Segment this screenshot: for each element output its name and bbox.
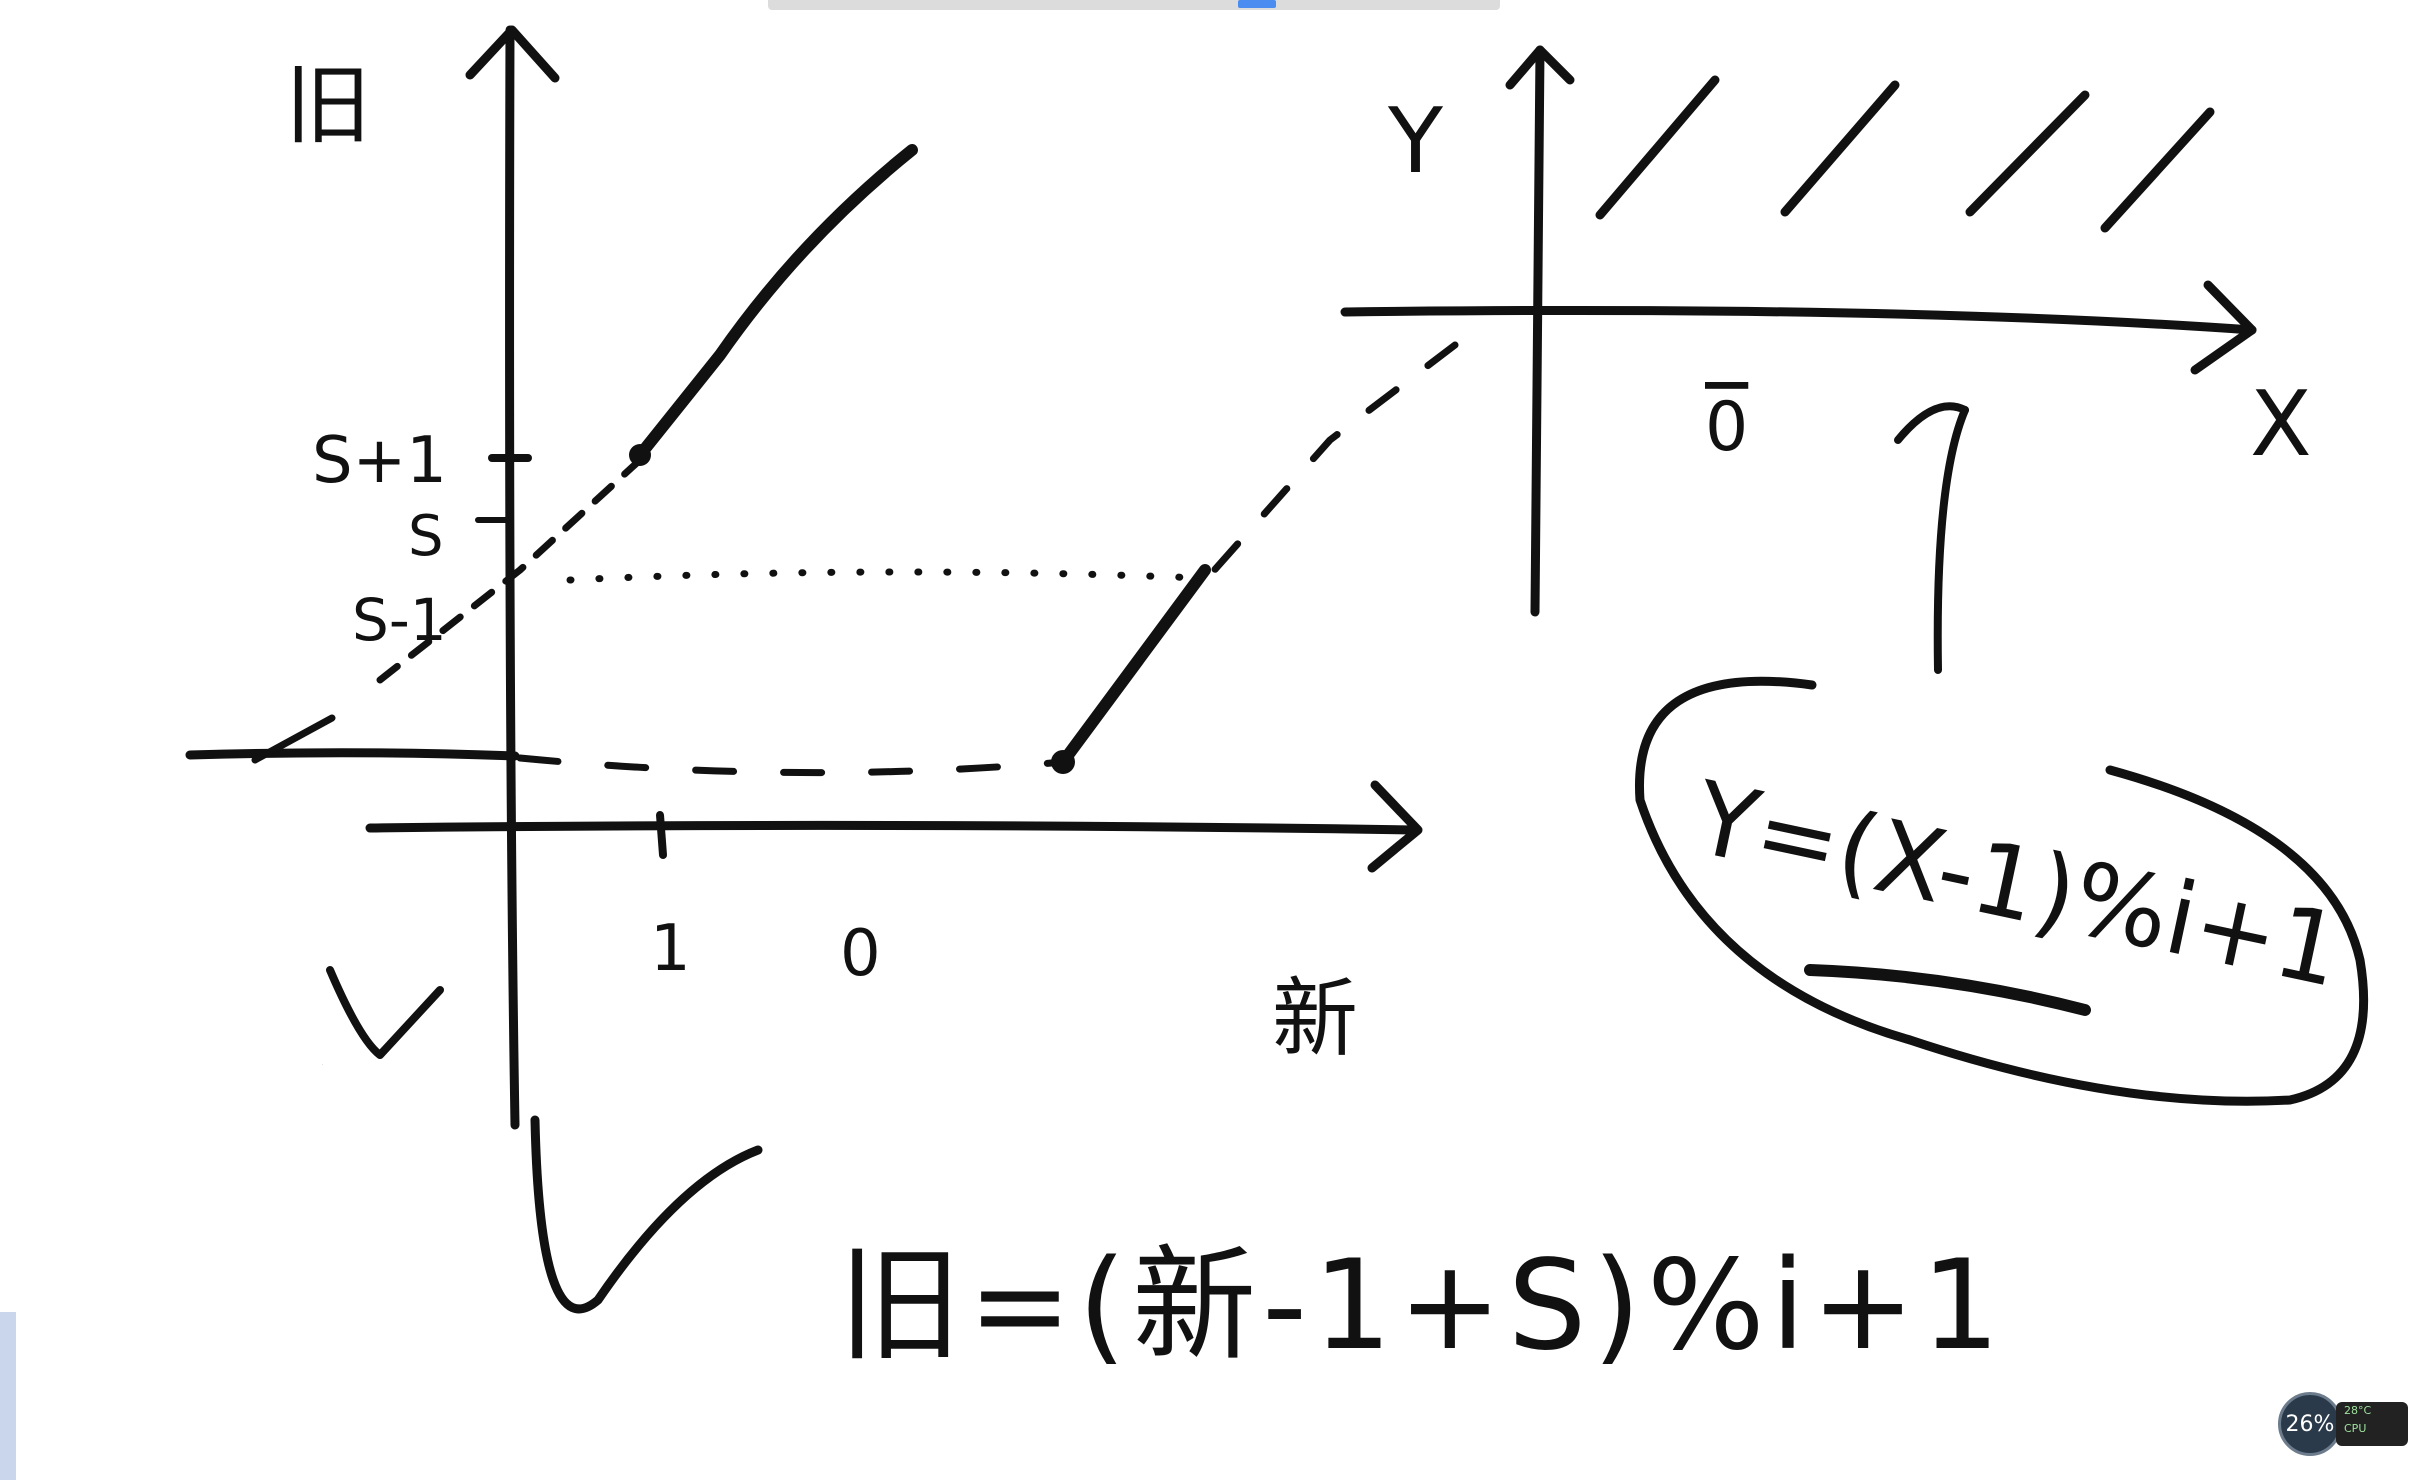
right-x-axis-label: X — [2250, 372, 2312, 477]
upper-line-segment — [640, 150, 912, 455]
main-formula: 旧=(新-1+S)%i+1 — [838, 1234, 2006, 1378]
cpu-label: CPU — [2344, 1420, 2408, 1438]
zero-dashed-line — [520, 758, 1063, 773]
tick-s-plus-1-label: S+1 — [312, 424, 447, 498]
left-graph — [190, 30, 1418, 1309]
right-slash-4 — [2105, 112, 2210, 228]
right-y-axis — [1535, 50, 1540, 612]
underline-stroke — [1810, 970, 2085, 1010]
left-x-axis — [370, 825, 1415, 830]
cpu-usage-badge[interactable]: 26% — [2278, 1392, 2342, 1456]
left-x-axis-label: 新 — [1272, 969, 1358, 1069]
temperature-value: 28°C — [2344, 1402, 2408, 1420]
tick-s-minus-1-label: S-1 — [352, 586, 447, 654]
right-slash-2 — [1785, 85, 1895, 212]
tick-s-label: S — [408, 504, 444, 569]
dotted-connector — [570, 572, 1200, 580]
circled-formula: Y=(X-1)%i+1 — [1684, 759, 2351, 1010]
right-y-axis-label: Y — [1387, 89, 1444, 194]
tick-zero-label: 0 — [840, 917, 881, 991]
v-mark-shape — [330, 970, 440, 1055]
right-x-axis — [1345, 310, 2252, 330]
right-slash-3 — [1970, 95, 2085, 212]
v-mark-label: V — [322, 1064, 323, 1066]
left-y-axis-label: 旧 — [285, 56, 371, 156]
negative-x-extension — [190, 753, 515, 756]
hook-curve — [535, 1120, 758, 1309]
lower-line-segment — [1063, 570, 1205, 762]
tick-one-mark — [660, 815, 663, 855]
pointer-arrow-shaft — [1938, 410, 1965, 670]
tick-one-label: 1 — [650, 912, 691, 986]
right-zero-label: 0 — [1705, 388, 1748, 467]
right-dashed-connector — [1210, 345, 1455, 575]
right-slash-1 — [1600, 80, 1715, 215]
temperature-panel: 28°C CPU — [2336, 1402, 2408, 1446]
system-monitor-widget[interactable]: 26% 28°C CPU — [2278, 1392, 2408, 1456]
